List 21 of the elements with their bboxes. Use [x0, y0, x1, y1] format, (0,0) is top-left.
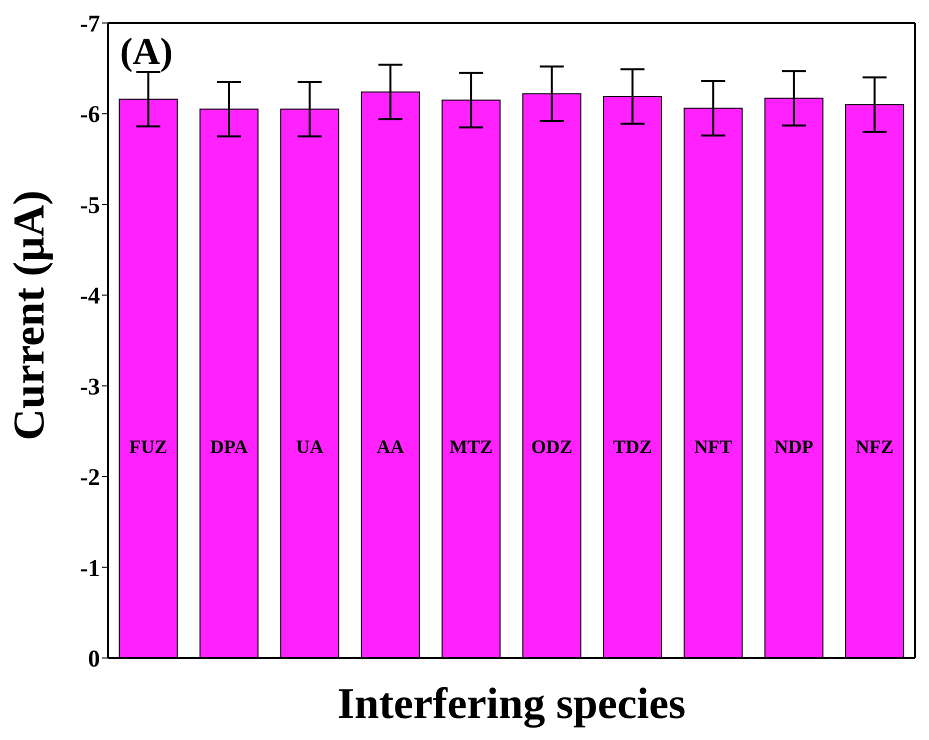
x-axis-title: Interfering species: [337, 679, 686, 728]
x-tick-label: NFZ: [856, 437, 894, 458]
y-tick-label: -5: [80, 192, 100, 219]
x-tick-label: NDP: [774, 437, 814, 458]
x-tick-label: AA: [376, 437, 404, 458]
x-tick-label: TDZ: [612, 437, 652, 458]
y-axis-title: Current (μA): [4, 190, 54, 440]
y-tick-label: -4: [80, 284, 100, 310]
x-tick-label: MTZ: [449, 437, 493, 458]
x-tick-label: ODZ: [531, 437, 572, 458]
y-tick-label: -3: [80, 374, 100, 400]
x-tick-label: UA: [296, 437, 324, 458]
y-tick-label: 0: [88, 646, 100, 673]
y-tick-label: -2: [80, 465, 100, 492]
x-tick-label: DPA: [210, 437, 248, 458]
x-tick-label: FUZ: [129, 437, 168, 458]
y-tick-label: -1: [80, 556, 100, 582]
annotation: (A): [120, 30, 173, 74]
y-tick-label: -7: [80, 12, 100, 38]
x-tick-label: NFT: [694, 437, 733, 458]
y-tick-label: -6: [80, 102, 100, 128]
